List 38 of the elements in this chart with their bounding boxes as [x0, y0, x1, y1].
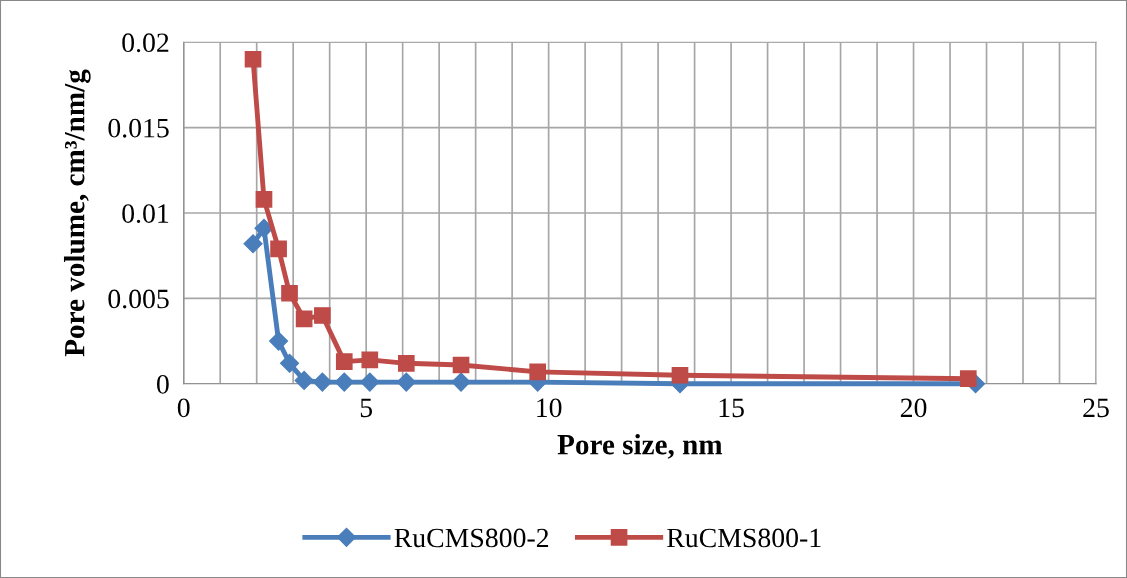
point [295, 310, 313, 328]
point [312, 372, 332, 392]
point [243, 234, 263, 254]
point [360, 372, 380, 392]
point [294, 370, 314, 390]
point [529, 363, 547, 381]
point [254, 218, 274, 238]
point [396, 372, 416, 392]
x-tick-label: 5 [360, 398, 373, 418]
point [334, 372, 354, 392]
point [269, 331, 289, 351]
point [244, 50, 262, 68]
y-tick-label: 0.015 [108, 118, 169, 138]
point [335, 353, 353, 370]
point [314, 307, 331, 324]
y-tick-label: 0.005 [108, 289, 169, 309]
point [281, 284, 298, 302]
point [451, 372, 471, 392]
point [361, 351, 379, 369]
point [959, 370, 977, 388]
point [671, 366, 689, 384]
point [452, 356, 470, 374]
y-tick-label: 0 [156, 374, 169, 394]
x-tick-label: 15 [719, 398, 744, 418]
y-tick-label: 0.02 [122, 33, 169, 53]
point [255, 190, 273, 208]
x-tick-label: 20 [900, 398, 927, 418]
point [270, 240, 287, 258]
x-tick-label: 0 [177, 398, 190, 418]
x-axis-title: Pore size, nm [557, 433, 723, 459]
point [279, 353, 300, 373]
legend-label: RuCMS800-2 [394, 528, 549, 548]
legend-label: RuCMS800-1 [667, 528, 821, 548]
y-axis-title: Pore volume, cm³/nm/g [63, 69, 91, 357]
x-tick-label: 10 [537, 398, 562, 418]
x-tick-label: 25 [1083, 398, 1109, 418]
y-tick-label: 0.01 [122, 204, 169, 224]
point [397, 354, 415, 372]
